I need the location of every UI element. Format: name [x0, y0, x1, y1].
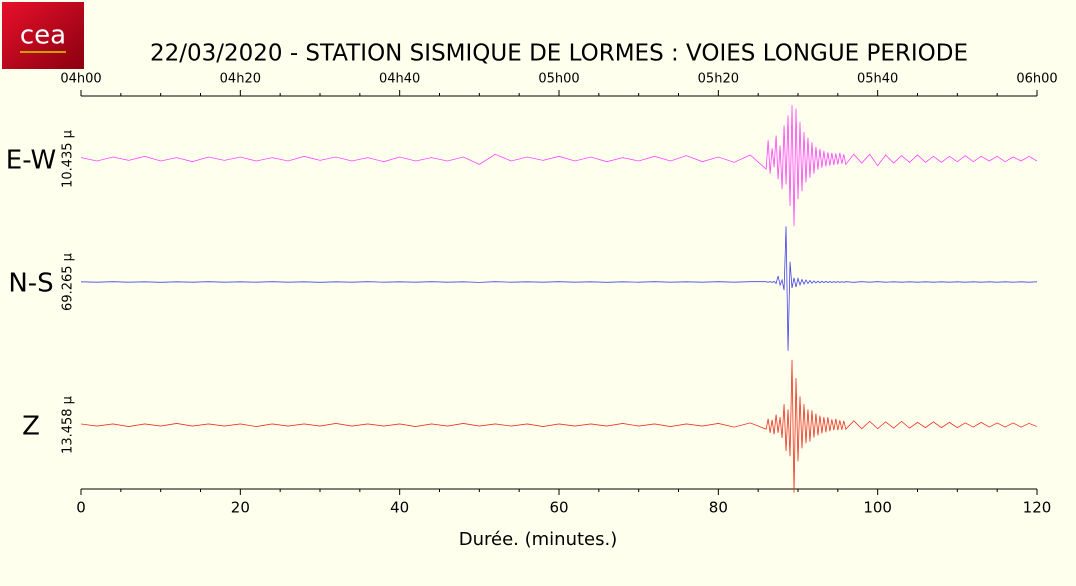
- x2-tick-label: 04h40: [379, 72, 420, 87]
- amplitude-label: 10.435 µ: [61, 130, 76, 188]
- x2-tick-label: 04h20: [220, 72, 261, 87]
- amplitude-label: 69.265 µ: [61, 253, 76, 311]
- x-tick-label: 100: [863, 499, 892, 517]
- trace: [80, 359, 1038, 493]
- logo-box: [2, 2, 84, 69]
- x-tick-label: 0: [76, 499, 86, 517]
- amplitude-label: 13.458 µ: [61, 396, 76, 454]
- logo-text: cea: [20, 21, 66, 51]
- x-tick-label: 20: [231, 499, 250, 517]
- trace: [80, 226, 1038, 351]
- trace: [80, 105, 1038, 227]
- x2-tick-label: 05h20: [698, 72, 739, 87]
- channel-label: E-W: [6, 146, 56, 176]
- channel-label: N-S: [8, 269, 53, 299]
- x2-tick-label: 06h00: [1016, 72, 1057, 87]
- x2-tick-label: 04h00: [60, 72, 101, 87]
- x2-tick-label: 05h00: [538, 72, 579, 87]
- channel-label: Z: [22, 412, 40, 442]
- x-tick-label: 40: [390, 499, 409, 517]
- chart-title: 22/03/2020 - STATION SISMIQUE DE LORMES …: [150, 41, 968, 67]
- x-tick-label: 60: [549, 499, 568, 517]
- x-axis-label: Durée. (minutes.): [459, 529, 618, 550]
- x2-tick-label: 05h40: [857, 72, 898, 87]
- x-tick-label: 120: [1023, 499, 1052, 517]
- logo: cea: [2, 2, 84, 69]
- x-tick-label: 80: [709, 499, 728, 517]
- logo-bar: [20, 51, 66, 53]
